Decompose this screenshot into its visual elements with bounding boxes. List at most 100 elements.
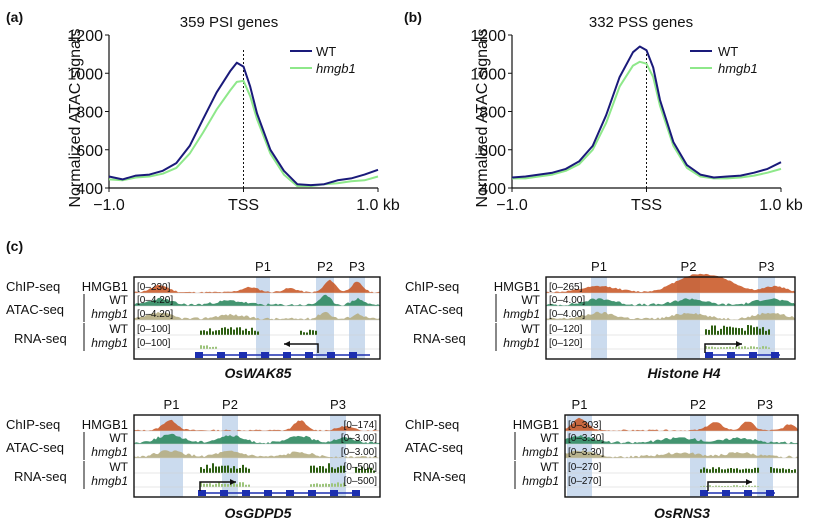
chip-factor-label: HMGB1	[494, 279, 540, 294]
line-chart-pss: 332 PSS genes Normalized ATAC signals WT…	[470, 14, 802, 214]
gene-exon	[195, 352, 203, 358]
tss-arrow	[199, 481, 236, 491]
panel-label-c: (c)	[6, 238, 23, 254]
gene-name: OsWAK85	[225, 365, 292, 381]
browser-panel-2: P1 P2 P3 [0–174] [0–3.00] [0–3.00] [0–500] [0–5…	[6, 397, 381, 521]
track-range: [0–3.30]	[568, 447, 604, 458]
atac-wt-label: WT	[109, 293, 128, 307]
browser-frame	[133, 276, 381, 360]
gene-exon	[330, 490, 338, 496]
genome-browser-panel: P1 P2 P3 [0–230] [0–4.20] [0–4.20] [0–100] [0–1…	[6, 259, 799, 521]
peak-highlight	[256, 277, 270, 359]
plot-area: 400 600 800 1000 1200 −1.0 TSS 1.0 kb	[470, 28, 802, 214]
peak-label: P2	[222, 397, 238, 412]
browser-panel-3: P1 P2 P3 [0–303] [0–3.30] [0–3.30] [0–270] [0–2…	[405, 397, 799, 521]
chip-factor-label: HMGB1	[513, 417, 559, 432]
y-tick-label: 1000	[67, 66, 103, 83]
gene-exon	[286, 490, 294, 496]
track-range: [0–100]	[137, 324, 171, 335]
track-range: [0–4.20]	[137, 309, 173, 320]
legend-wt-label: WT	[316, 44, 336, 59]
tss-arrowhead	[746, 479, 752, 485]
panel-label-a: (a)	[6, 9, 23, 25]
rna-wt-label: WT	[109, 460, 128, 474]
tss-arrow	[707, 481, 752, 491]
track-range: [0–4.00]	[549, 295, 585, 306]
rna-hmgb1-label: hmgb1	[503, 336, 540, 350]
atac-wt-label: WT	[109, 431, 128, 445]
rna-wt-label: WT	[540, 460, 559, 474]
browser-frame	[133, 414, 381, 498]
track-range: [0–500]	[344, 476, 378, 487]
atac-hmgb1-track	[565, 450, 798, 458]
plot-area: 400 600 800 1000 1200 −1.0 TSS 1.0 kb	[67, 28, 399, 214]
chip-seq-label: ChIP-seq	[405, 417, 459, 432]
peak-label: P3	[330, 397, 346, 412]
x-tick-label: −1.0	[93, 197, 125, 214]
track-range: [0–270]	[568, 462, 602, 473]
legend-wt-label: WT	[718, 44, 738, 59]
series-line-wt	[108, 61, 379, 187]
rna-seq-label: RNA-seq	[413, 469, 466, 484]
peak-label: P3	[757, 397, 773, 412]
chip-seq-track	[134, 279, 380, 293]
legend-hmgb1-label: hmgb1	[316, 61, 356, 76]
y-tick-label: 1200	[67, 28, 103, 45]
rna-wt-track	[700, 467, 796, 473]
track-range: [0–120]	[549, 338, 583, 349]
gene-exon	[727, 352, 735, 358]
x-tick-label: 1.0 kb	[356, 197, 400, 214]
tss-arrow	[704, 343, 742, 353]
track-range: [0–4.00]	[549, 309, 585, 320]
rna-seq-label: RNA-seq	[413, 331, 466, 346]
gene-exon	[305, 352, 313, 358]
atac-hmgb1-track	[546, 311, 795, 320]
gene-exon	[239, 352, 247, 358]
peak-label: P1	[164, 397, 180, 412]
atac-hmgb1-label: hmgb1	[522, 445, 559, 459]
gene-name: OsRNS3	[654, 505, 710, 521]
gene-exon	[700, 490, 708, 496]
track-range: [0–500]	[344, 462, 378, 473]
atac-hmgb1-label: hmgb1	[503, 307, 540, 321]
gene-exon	[283, 352, 291, 358]
atac-hmgb1-label: hmgb1	[91, 307, 128, 321]
track-range: [0–100]	[137, 338, 171, 349]
tss-arrowhead	[736, 341, 742, 347]
peak-label: P3	[759, 259, 775, 274]
peak-label: P2	[690, 397, 706, 412]
atac-hmgb1-track	[134, 450, 380, 458]
rna-wt-track	[200, 463, 375, 473]
gene-exon	[217, 352, 225, 358]
peak-label: P2	[317, 259, 333, 274]
gene-name: Histone H4	[647, 365, 720, 381]
rna-wt-label: WT	[109, 322, 128, 336]
track-range: [0–3.00]	[341, 447, 377, 458]
chart-title: 359 PSI genes	[180, 14, 278, 31]
gene-exon	[327, 352, 335, 358]
chip-seq-label: ChIP-seq	[405, 279, 459, 294]
y-tick-label: 400	[479, 181, 506, 198]
line-chart-psi: 359 PSI genes Normalized ATAC signals WT…	[67, 14, 400, 214]
tss-arrowhead	[230, 479, 236, 485]
gene-exon	[220, 490, 228, 496]
atac-seq-label: ATAC-seq	[6, 302, 64, 317]
rna-hmgb1-track	[705, 346, 770, 349]
gene-exon	[705, 352, 713, 358]
chip-seq-label: ChIP-seq	[6, 279, 60, 294]
y-tick-label: 400	[76, 181, 103, 198]
gene-exon	[771, 352, 779, 358]
y-tick-label: 800	[76, 105, 103, 122]
y-tick-label: 1000	[470, 66, 506, 83]
chip-seq-label: ChIP-seq	[6, 417, 60, 432]
y-axis-label: Normalized ATAC signals	[67, 28, 84, 207]
track-range: [0–3.00]	[341, 433, 377, 444]
peak-label: P3	[349, 259, 365, 274]
browser-frame	[564, 414, 799, 498]
y-axis-label: Normalized ATAC signals	[474, 28, 491, 207]
chip-seq-track	[546, 273, 795, 293]
atac-seq-label: ATAC-seq	[405, 302, 463, 317]
rna-hmgb1-track	[200, 482, 345, 487]
y-tick-label: 800	[479, 105, 506, 122]
